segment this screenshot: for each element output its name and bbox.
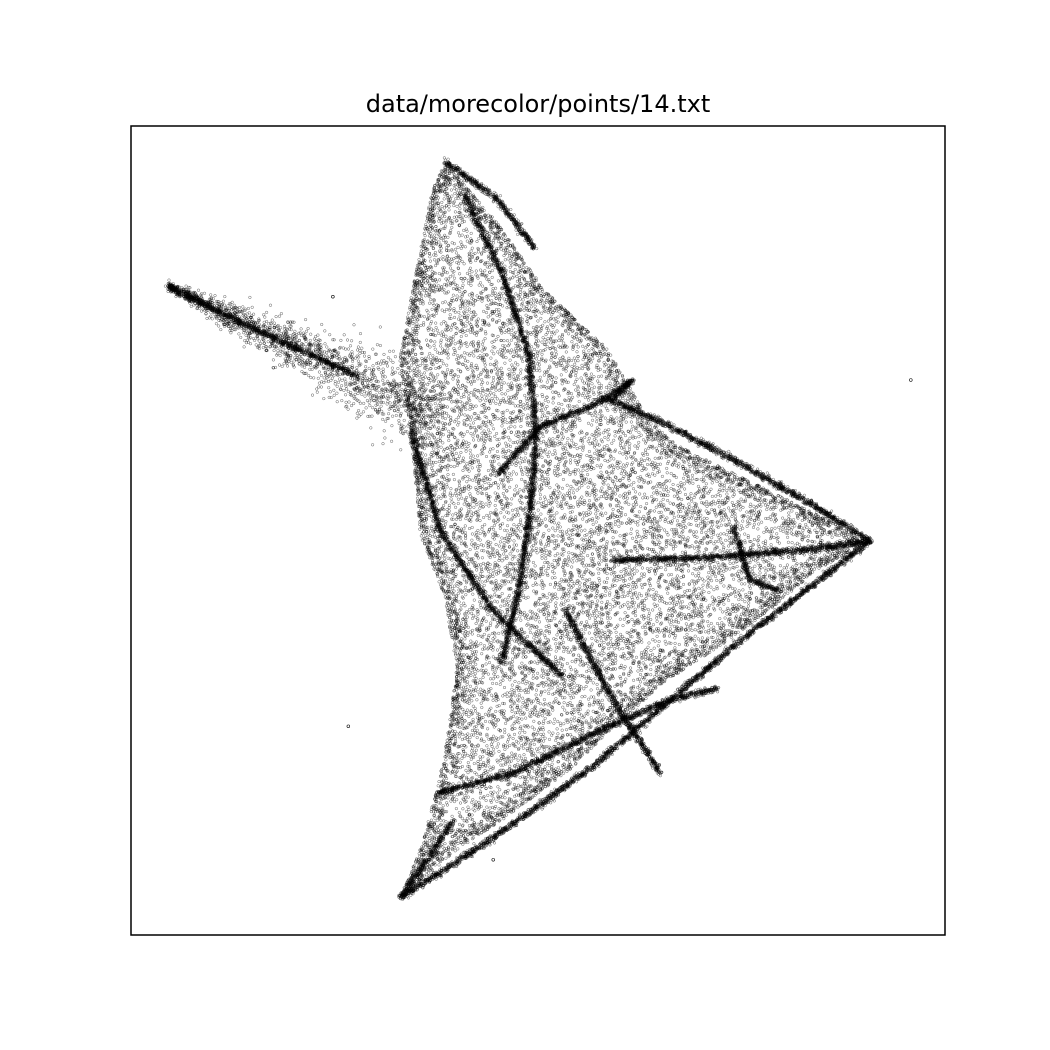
scatter-point xyxy=(331,295,334,298)
scatter-point xyxy=(909,379,912,382)
scatter-point-cloud xyxy=(164,157,874,901)
data-points-layer xyxy=(164,157,912,901)
scatter-point xyxy=(347,725,350,728)
chart-title: data/morecolor/points/14.txt xyxy=(366,90,710,118)
scatter-point xyxy=(492,858,495,861)
